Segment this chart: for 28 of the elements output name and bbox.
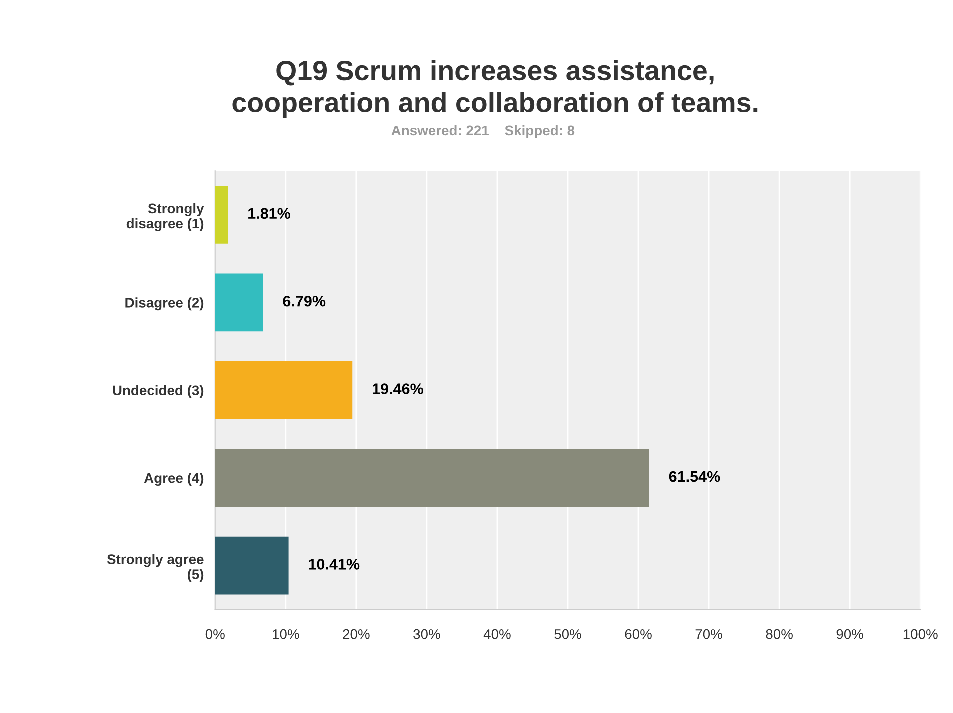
x-tick-label: 40% — [484, 629, 511, 640]
x-tick-label: 70% — [696, 629, 722, 640]
data-label: 6.79% — [283, 296, 326, 307]
x-tick-label: 80% — [766, 629, 793, 640]
chart-subtitle: Answered: 221 Skipped: 8 — [392, 125, 575, 138]
y-tick-label: Undecided (3) — [113, 385, 204, 398]
data-label: 1.81% — [248, 208, 291, 220]
data-label: 10.41% — [309, 559, 360, 570]
bar — [215, 186, 228, 244]
data-label: 61.54% — [669, 471, 720, 482]
x-tick-label: 30% — [414, 629, 440, 640]
y-tick-label: Disagree (2) — [126, 298, 204, 311]
y-tick-label: Agree (4) — [144, 473, 204, 486]
y-tick-label: Strongly agree (5) — [107, 554, 204, 582]
y-tick-label: Strongly disagree (1) — [126, 203, 204, 232]
x-tick-label: 90% — [836, 629, 864, 640]
x-tick-label: 20% — [343, 629, 370, 640]
chart-title: Q19 Scrum increases assistance, cooperation and collaboration of teams. — [232, 60, 758, 118]
x-tick-label: 0% — [206, 629, 225, 640]
bar — [215, 361, 353, 420]
x-tick-label: 100% — [904, 629, 938, 640]
bar — [215, 274, 264, 332]
data-label: 19.46% — [373, 384, 424, 394]
x-tick-label: 50% — [554, 629, 582, 640]
bar — [215, 449, 650, 508]
x-tick-label: 60% — [625, 629, 652, 640]
x-tick-label: 10% — [273, 629, 300, 640]
bar — [215, 536, 289, 595]
